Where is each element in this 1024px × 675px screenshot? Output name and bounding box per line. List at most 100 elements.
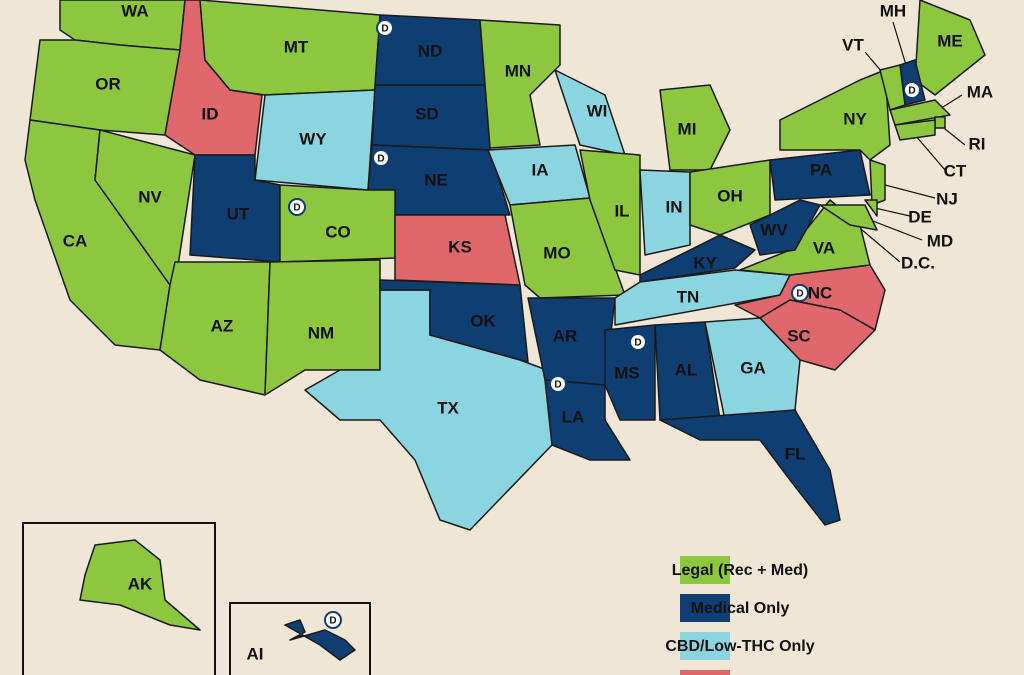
state-label: IA	[532, 160, 549, 179]
state-label: ND	[418, 41, 443, 60]
marker-label: D	[329, 616, 336, 627]
state-label: VT	[842, 35, 864, 54]
state-label: SC	[787, 326, 811, 345]
state-label: MA	[967, 82, 993, 101]
state-label: WY	[299, 129, 327, 148]
state-label: PA	[810, 160, 832, 179]
state-label: NV	[138, 187, 162, 206]
state	[659, 409, 841, 526]
state	[579, 149, 641, 276]
state-label: FL	[785, 444, 806, 463]
state-label: NM	[308, 323, 334, 342]
state-label: MS	[614, 363, 640, 382]
states: WA OR ID MT WY ND D SD NE D CA NV UT CO D AZ NM TX OK KS MN I…	[24, 0, 993, 663]
marker-label: D	[377, 154, 384, 165]
state	[479, 19, 561, 149]
legend-label: CBD/Low-THC Only	[665, 638, 814, 655]
state-label: OK	[470, 311, 496, 330]
state	[704, 317, 801, 421]
hawaii-inset	[229, 602, 371, 675]
state	[639, 169, 691, 256]
state-label: IN	[666, 197, 683, 216]
marker-label: D	[381, 24, 388, 35]
state-label: VA	[813, 238, 835, 257]
state	[879, 64, 906, 111]
state-label: CT	[944, 161, 967, 180]
state-label: SD	[415, 104, 439, 123]
state	[779, 69, 891, 161]
state-label: MD	[927, 231, 953, 250]
state	[869, 159, 886, 206]
state	[79, 539, 201, 631]
state	[889, 99, 951, 126]
marker-label: D	[634, 338, 641, 349]
marker	[903, 81, 921, 99]
state-label: AI	[247, 644, 264, 663]
state	[894, 119, 936, 141]
state-label: CO	[325, 222, 351, 241]
marker	[376, 19, 394, 37]
state-label: AL	[675, 360, 698, 379]
leader-lines	[854, 21, 966, 263]
state	[864, 199, 878, 217]
state-label: NJ	[936, 189, 958, 208]
state-label: IL	[614, 201, 629, 220]
marker-label: D	[796, 289, 803, 300]
marker	[324, 611, 342, 629]
state-label: KY	[693, 253, 717, 272]
state-label: OH	[717, 186, 743, 205]
legend-swatch	[680, 670, 730, 675]
state-label: DE	[908, 207, 932, 226]
state-label: TN	[677, 287, 700, 306]
state-label: MH	[880, 1, 906, 20]
state-label: CA	[63, 231, 88, 250]
state-label: WV	[760, 220, 788, 239]
legend-label: Medical Only	[691, 600, 790, 617]
legend-swatch	[680, 632, 730, 660]
state-label: WA	[121, 1, 148, 20]
state-label: ME	[937, 31, 963, 50]
state	[934, 116, 946, 129]
state	[819, 204, 878, 231]
state-label: KS	[448, 237, 472, 256]
state-label: WI	[587, 101, 608, 120]
state-label: ID	[202, 104, 219, 123]
marker-label: D	[293, 203, 300, 214]
legend-label: Legal (Rec + Med)	[672, 562, 808, 579]
state-label: NE	[424, 170, 448, 189]
state-label: MI	[678, 119, 697, 138]
state-label: MN	[505, 61, 531, 80]
marker	[791, 284, 809, 302]
state-label: OR	[95, 74, 121, 93]
state-label: AK	[128, 574, 153, 593]
state	[769, 149, 871, 201]
state-label: LA	[562, 407, 585, 426]
state	[689, 159, 771, 236]
marker	[629, 333, 647, 351]
alaska-inset	[22, 522, 216, 675]
marker-label: D	[908, 86, 915, 97]
state-label: MO	[543, 243, 570, 262]
state-label: MT	[284, 37, 309, 56]
marker	[549, 375, 567, 393]
state	[284, 619, 356, 661]
marker-label: D	[554, 380, 561, 391]
state-label: AZ	[211, 316, 234, 335]
marker	[288, 198, 306, 216]
state-label: NY	[843, 109, 867, 128]
state	[759, 299, 876, 371]
state-label: RI	[969, 134, 986, 153]
legend: Legal (Rec + Med) Medical Only CBD/Low-THC…	[665, 556, 815, 675]
legend-swatch	[680, 556, 730, 584]
state-label: GA	[740, 358, 766, 377]
state	[394, 214, 521, 286]
state-label: NC	[808, 283, 833, 302]
state-label: TX	[437, 398, 459, 417]
state-label: D.C.	[901, 253, 935, 272]
legend-swatch	[680, 594, 730, 622]
state-label: AR	[553, 326, 578, 345]
marker	[372, 149, 390, 167]
state	[659, 84, 731, 171]
state-label: UT	[227, 204, 250, 223]
